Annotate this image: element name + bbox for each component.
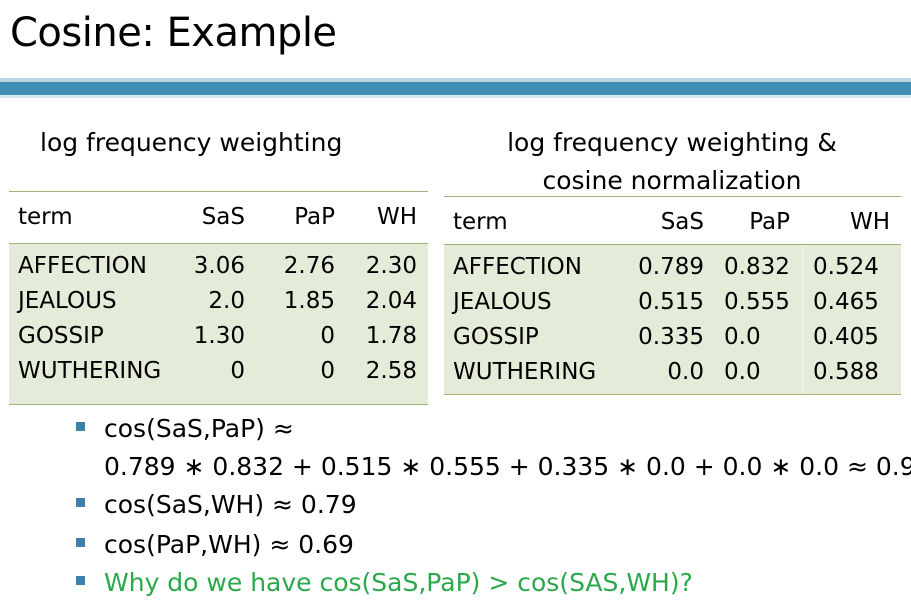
table-cell: 0.335	[638, 324, 704, 350]
table-cell: 0.465	[813, 289, 879, 315]
table-rule-mid	[9, 243, 428, 244]
title-rule-light	[0, 78, 911, 82]
table-cell: 0.0	[667, 359, 704, 385]
table-cell: GOSSIP	[453, 324, 539, 350]
right-heading-line1: log frequency weighting &	[507, 128, 837, 157]
table-cell: 0.515	[638, 289, 704, 315]
left-table-heading: log frequency weighting	[40, 128, 343, 157]
table-cell: GOSSIP	[18, 323, 104, 349]
bullet-text: cos(PaP,WH) ≈ 0.69	[104, 530, 354, 559]
table-cell: AFFECTION	[18, 253, 147, 279]
table-cell: 0.405	[813, 324, 879, 350]
table-rule-top	[9, 191, 428, 192]
header-wh: WH	[376, 204, 417, 230]
table-cell: 2.58	[365, 358, 417, 384]
header-sas: SaS	[201, 204, 245, 230]
table-body: AFFECTION 0.789 0.832 0.524 JEALOUS 0.51…	[444, 245, 901, 394]
table-cell: 0.524	[813, 254, 879, 280]
log-frequency-table: term SaS PaP WH AFFECTION 3.06 2.76 2.30…	[9, 191, 428, 405]
table-cell: 0.0	[724, 359, 761, 385]
table-cell: 3.06	[193, 253, 245, 279]
table-cell: 0	[230, 358, 245, 384]
table-cell: 0.0	[724, 324, 761, 350]
table-cell: 2.0	[208, 288, 245, 314]
table-cell: 2.04	[365, 288, 417, 314]
table-rule-top	[444, 196, 901, 197]
bullet-square-icon	[76, 422, 85, 431]
table-cell: 0	[320, 323, 335, 349]
table-cell: 2.30	[365, 253, 417, 279]
bullet-text-continuation: 0.789 ∗ 0.832 + 0.515 ∗ 0.555 + 0.335 ∗ …	[104, 452, 911, 481]
table-cell: AFFECTION	[453, 254, 582, 280]
cosine-normalized-table: term SaS PaP WH AFFECTION 0.789 0.832 0.…	[444, 196, 901, 395]
bullet-text: cos(SaS,WH) ≈ 0.79	[104, 490, 357, 519]
table-cell: JEALOUS	[453, 289, 552, 315]
table-cell: 1.30	[193, 323, 245, 349]
table-rule-bottom	[9, 404, 428, 405]
table-cell: 2.76	[283, 253, 335, 279]
table-cell: 0.555	[724, 289, 790, 315]
header-pap: PaP	[749, 209, 790, 235]
table-rule-mid	[444, 244, 901, 245]
table-cell: 0.789	[638, 254, 704, 280]
table-cell: WUTHERING	[453, 359, 597, 385]
header-sas: SaS	[660, 209, 704, 235]
bullet-square-icon	[76, 538, 85, 547]
header-pap: PaP	[294, 204, 335, 230]
right-heading-line2: cosine normalization	[542, 166, 802, 195]
column-divider	[802, 245, 803, 394]
table-header-row: term SaS PaP WH	[9, 192, 428, 243]
table-cell: 1.78	[365, 323, 417, 349]
table-cell: JEALOUS	[18, 288, 117, 314]
table-body: AFFECTION 3.06 2.76 2.30 JEALOUS 2.0 1.8…	[9, 244, 428, 404]
table-cell: 0.588	[813, 359, 879, 385]
question-text: Why do we have cos(SaS,PaP) > cos(SAS,WH…	[104, 568, 693, 597]
table-cell: WUTHERING	[18, 358, 162, 384]
title-rule-bar	[0, 82, 911, 95]
table-rule-bottom	[444, 394, 901, 395]
table-header-row: term SaS PaP WH	[444, 197, 901, 244]
bullet-text: cos(SaS,PaP) ≈	[104, 414, 294, 443]
bullet-square-icon	[76, 576, 85, 585]
header-wh: WH	[849, 209, 890, 235]
bullet-square-icon	[76, 498, 85, 507]
table-cell: 1.85	[283, 288, 335, 314]
slide-title: Cosine: Example	[10, 10, 337, 56]
header-term: term	[453, 209, 508, 235]
table-cell: 0.832	[724, 254, 790, 280]
table-cell: 0	[320, 358, 335, 384]
header-term: term	[18, 204, 73, 230]
title-rule-shadow	[0, 95, 911, 98]
right-table-heading: log frequency weighting & cosine normali…	[492, 124, 852, 200]
